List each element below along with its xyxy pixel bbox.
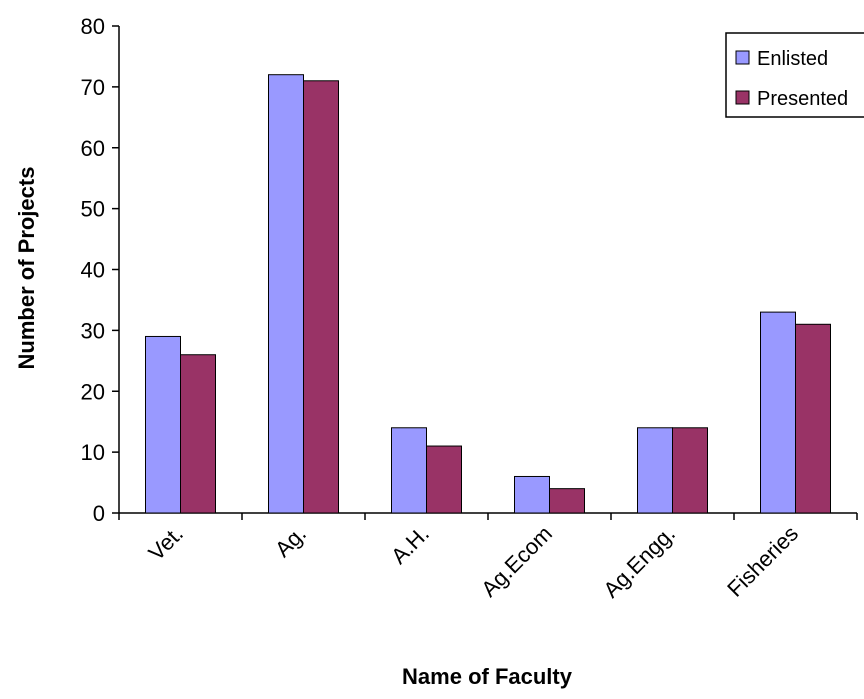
x-category-label: Fisheries	[722, 521, 803, 602]
bar-enlisted	[637, 427, 673, 514]
bar-presented	[549, 488, 585, 514]
x-category-label: Vet.	[144, 521, 188, 565]
y-tick-label: 70	[81, 75, 105, 100]
bar-presented	[426, 445, 462, 514]
bar-enlisted	[145, 335, 181, 514]
bar-presented	[303, 80, 339, 514]
y-axis: 0 10 20 30 40 50 60 70 80	[81, 14, 120, 526]
y-tick-label: 60	[81, 136, 105, 161]
bars	[145, 74, 831, 514]
x-axis-title: Name of Faculty	[402, 664, 573, 689]
bar-enlisted	[391, 427, 427, 514]
bar-presented	[180, 354, 216, 514]
legend-swatch-presented	[735, 90, 750, 105]
bar-enlisted	[760, 311, 796, 514]
legend-swatch-enlisted	[735, 50, 750, 65]
y-tick-label: 0	[93, 501, 105, 526]
x-category-label: Ag.	[270, 521, 311, 562]
bar-enlisted	[514, 475, 550, 514]
x-category-label: A.H.	[386, 521, 434, 569]
x-category-label: Ag.Ecom	[476, 521, 557, 602]
legend-label-presented: Presented	[757, 88, 848, 110]
y-tick-label: 40	[81, 258, 105, 283]
y-tick-label: 30	[81, 318, 105, 343]
x-category-label: Ag.Engg.	[598, 521, 680, 603]
y-axis-title: Number of Projects	[14, 167, 39, 370]
legend-label-enlisted: Enlisted	[757, 48, 828, 70]
bar-presented	[672, 427, 708, 514]
bar-enlisted	[268, 74, 304, 514]
y-tick-label: 20	[81, 379, 105, 404]
y-tick-label: 80	[81, 14, 105, 39]
y-tick-label: 10	[81, 440, 105, 465]
y-tick-label: 50	[81, 197, 105, 222]
legend: Enlisted Presented	[725, 32, 864, 118]
bar-presented	[795, 323, 831, 514]
x-axis: Vet. Ag. A.H. Ag.Ecom Ag.Engg. Fisheries	[118, 512, 858, 603]
